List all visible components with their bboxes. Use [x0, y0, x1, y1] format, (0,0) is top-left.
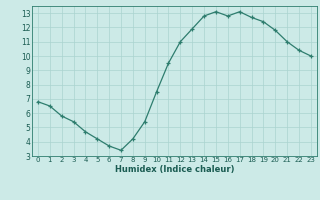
X-axis label: Humidex (Indice chaleur): Humidex (Indice chaleur)	[115, 165, 234, 174]
